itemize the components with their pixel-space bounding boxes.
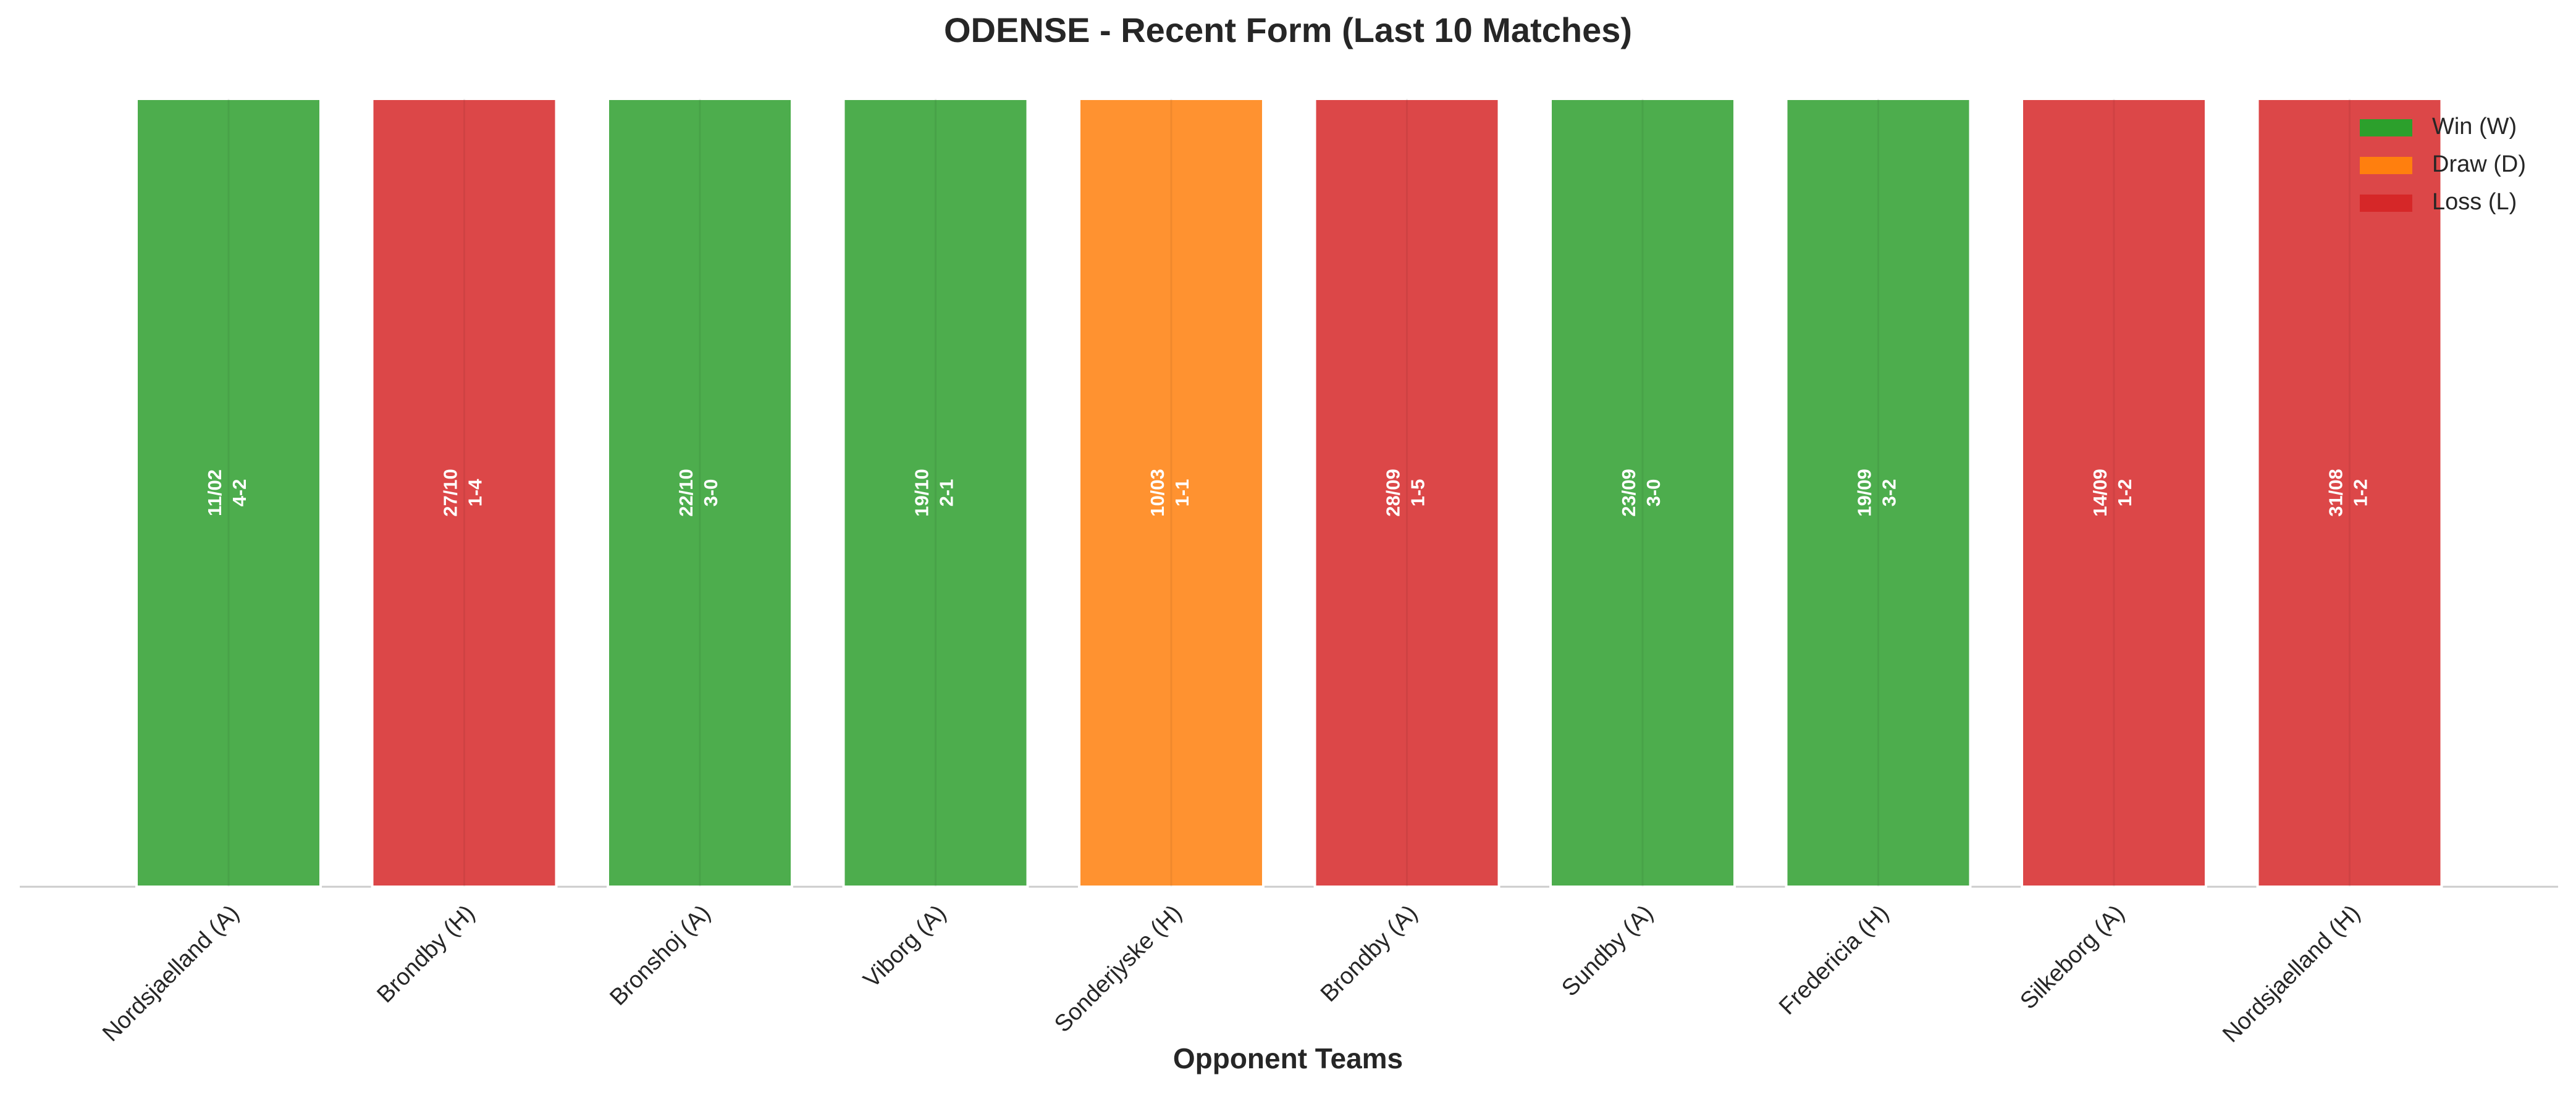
x-tick-label: Brondby (A) [1316, 900, 1423, 1007]
x-tick-label: Bronshoj (A) [605, 900, 715, 1011]
legend-label: Loss (L) [2432, 189, 2517, 215]
bar [1313, 98, 1501, 888]
bar-score-label: 1-4 [465, 479, 486, 507]
bar-score-label: 1-1 [1171, 479, 1193, 507]
legend-label: Win (W) [2432, 114, 2517, 140]
bar-score-label: 3-0 [700, 479, 722, 507]
x-tick-label: Fredericia (H) [1774, 900, 1894, 1020]
bar-date-label: 22/10 [675, 469, 697, 517]
x-tick-label: Sundby (A) [1557, 900, 1658, 1002]
legend-label: Draw (D) [2432, 151, 2526, 177]
bar [2021, 98, 2207, 888]
bar-date-label: 23/09 [1618, 469, 1639, 517]
chart-title: ODENSE - Recent Form (Last 10 Matches) [944, 10, 1632, 49]
bar [371, 98, 558, 888]
bar [1785, 98, 1972, 888]
x-axis-label: Opponent Teams [1173, 1042, 1403, 1074]
bar-date-label: 19/09 [1854, 469, 1875, 517]
x-tick-label: Viborg (A) [859, 900, 951, 993]
bar [2256, 98, 2443, 888]
bar-date-label: 28/09 [1383, 469, 1404, 517]
bar [1078, 98, 1265, 888]
bar-score-label: 3-2 [1879, 479, 1900, 507]
bar-date-label: 14/09 [2089, 469, 2111, 517]
bar [607, 98, 793, 888]
x-tick-label: Sonderjyske (H) [1050, 900, 1187, 1037]
bar-score-label: 2-1 [936, 479, 958, 507]
bar-score-label: 1-2 [2350, 479, 2372, 507]
legend-swatch [2360, 119, 2412, 136]
legend-swatch [2360, 157, 2412, 174]
bar-date-label: 10/03 [1147, 469, 1168, 517]
x-tick-label: Nordsjaelland (A) [98, 900, 244, 1047]
bar-date-label: 27/10 [440, 469, 461, 517]
bar-date-label: 19/10 [911, 469, 933, 517]
bar [1549, 98, 1736, 888]
bar-score-label: 3-0 [1643, 479, 1664, 507]
x-tick-label: Brondby (H) [372, 900, 480, 1008]
bar-score-label: 1-2 [2114, 479, 2136, 507]
legend-swatch [2360, 195, 2412, 212]
x-tick-label: Nordsjaelland (H) [2218, 900, 2365, 1048]
bar-score-label: 4-2 [229, 479, 250, 507]
bar [842, 98, 1029, 888]
bar-score-label: 1-5 [1407, 479, 1429, 507]
x-tick-label: Silkeborg (A) [2015, 900, 2129, 1015]
bar [135, 98, 322, 888]
bar-date-label: 11/02 [204, 469, 225, 516]
bar-date-label: 31/08 [2325, 469, 2347, 517]
